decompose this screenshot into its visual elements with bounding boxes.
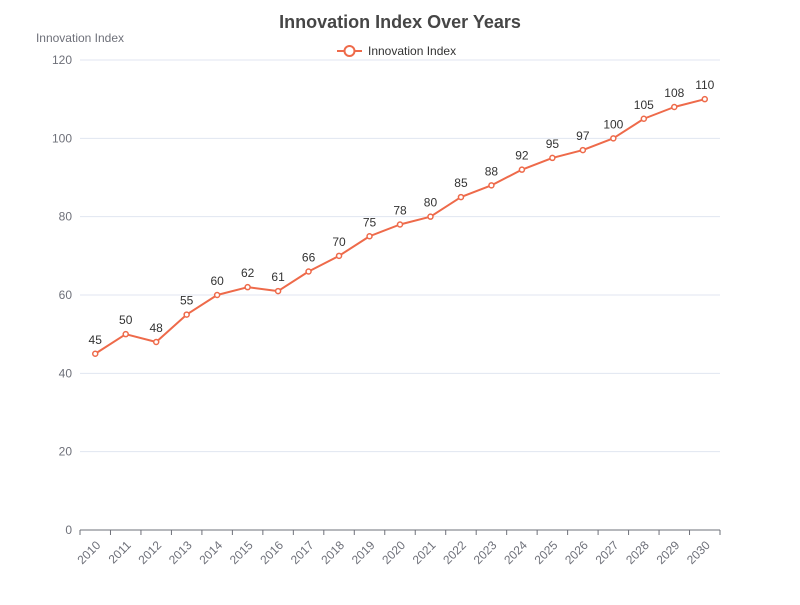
y-axis-label: Innovation Index [36, 31, 124, 45]
data-label: 78 [393, 204, 407, 218]
data-point[interactable] [213, 291, 221, 299]
data-point[interactable] [305, 268, 312, 275]
data-point[interactable] [274, 287, 282, 295]
x-tick-label: 2018 [318, 538, 347, 567]
data-label: 61 [271, 270, 285, 284]
data-point[interactable] [396, 221, 404, 228]
x-tick-label: 2028 [623, 538, 652, 567]
x-tick-label: 2023 [471, 538, 500, 567]
data-label: 66 [302, 251, 316, 265]
y-tick-label: 60 [59, 288, 73, 302]
x-tick-label: 2012 [135, 538, 164, 567]
x-tick-label: 2014 [196, 538, 225, 567]
data-label: 45 [89, 333, 103, 347]
data-label: 100 [603, 117, 623, 131]
x-tick-label: 2017 [288, 538, 317, 567]
data-label: 108 [664, 86, 684, 100]
grid-lines [80, 59, 720, 453]
data-label: 95 [546, 137, 560, 151]
data-point[interactable] [701, 95, 709, 103]
x-tick-label: 2015 [227, 538, 256, 567]
data-point[interactable] [640, 115, 648, 122]
y-tick-label: 100 [52, 131, 72, 145]
x-tick-label: 2029 [654, 538, 683, 567]
data-label: 60 [210, 274, 224, 288]
x-tick-label: 2024 [501, 538, 530, 567]
data-label: 80 [424, 196, 438, 210]
y-tick-label: 0 [65, 523, 72, 537]
data-point[interactable] [122, 330, 129, 338]
data-label: 97 [576, 129, 590, 143]
x-tick-label: 2030 [684, 538, 713, 567]
legend-marker-icon [343, 45, 356, 57]
chart-title: Innovation Index Over Years [279, 12, 521, 32]
x-tick-label: 2011 [106, 538, 134, 566]
x-tick-label: 2026 [562, 538, 591, 567]
data-label: 62 [241, 266, 255, 280]
x-tick-label: 2027 [593, 538, 622, 567]
data-label: 48 [150, 321, 164, 335]
x-tick-label: 2013 [166, 538, 195, 567]
x-tick-label: 2020 [379, 538, 408, 567]
data-point[interactable] [518, 166, 526, 173]
data-label: 110 [695, 78, 714, 92]
data-point[interactable] [671, 103, 678, 111]
y-tick-label: 120 [52, 53, 72, 67]
x-tick-label: 2021 [410, 538, 439, 567]
data-point[interactable] [427, 213, 434, 220]
data-label: 92 [515, 149, 529, 163]
x-tick-label: 2010 [75, 538, 104, 567]
data-label: 85 [454, 176, 468, 190]
y-tick-label: 20 [59, 445, 73, 459]
data-point[interactable] [335, 252, 343, 260]
data-label: 105 [634, 98, 654, 112]
data-point[interactable] [152, 338, 160, 346]
data-points [91, 95, 709, 357]
data-point[interactable] [183, 311, 190, 318]
x-tick-label: 2022 [440, 538, 469, 567]
data-point[interactable] [579, 146, 587, 154]
x-tick-label: 2025 [532, 538, 561, 567]
x-tick-label: 2016 [257, 538, 286, 567]
data-point[interactable] [366, 233, 373, 240]
data-point[interactable] [91, 350, 99, 357]
data-label: 88 [485, 164, 499, 178]
data-point[interactable] [488, 182, 495, 189]
data-point[interactable] [244, 283, 251, 291]
data-label: 70 [332, 235, 346, 249]
x-tick-label: 2019 [349, 538, 378, 567]
y-tick-label: 40 [59, 366, 73, 380]
legend[interactable]: Innovation Index [337, 44, 456, 58]
data-label: 75 [363, 215, 377, 229]
data-label: 50 [119, 313, 133, 327]
data-point[interactable] [610, 135, 617, 142]
legend-label: Innovation Index [368, 44, 456, 58]
y-tick-label: 80 [59, 210, 73, 224]
data-point[interactable] [457, 193, 465, 201]
data-label: 55 [180, 294, 194, 308]
data-point[interactable] [549, 154, 556, 162]
data-labels: 45 50 48 55 60 62 61 66 70 75 78 80 85 88 92 95 97 100 105… [89, 78, 715, 347]
